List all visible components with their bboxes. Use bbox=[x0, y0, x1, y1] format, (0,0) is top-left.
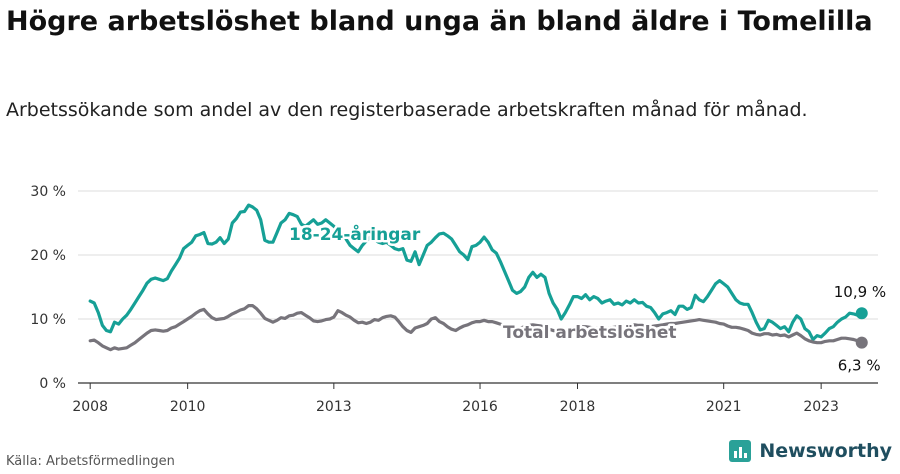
x-tick-label: 2023 bbox=[803, 399, 839, 415]
series-line-youth bbox=[88, 203, 864, 342]
x-tick-label: 2016 bbox=[462, 399, 498, 415]
x-tick-label: 2010 bbox=[170, 399, 206, 415]
y-tick-label: 0 % bbox=[39, 376, 66, 392]
end-label-youth-halo: 10,9 % bbox=[834, 283, 886, 301]
series-label-total-halo: Total arbetslöshet bbox=[503, 323, 677, 343]
brand-name: Newsworthy bbox=[759, 440, 892, 462]
chart-subtitle: Arbetssökande som andel av den registerb… bbox=[6, 99, 808, 121]
y-tick-label: 10 % bbox=[30, 312, 66, 328]
end-point-youth bbox=[855, 307, 868, 320]
series-lines bbox=[88, 203, 868, 352]
chart-title: Högre arbetslöshet bland unga än bland ä… bbox=[6, 6, 873, 37]
x-tick-label: 2018 bbox=[560, 399, 596, 415]
brand[interactable]: Newsworthy bbox=[729, 440, 892, 462]
x-tick-label: 2021 bbox=[706, 399, 742, 415]
end-label-total-halo: 6,3 % bbox=[838, 357, 881, 375]
x-tick-label: 2013 bbox=[316, 399, 352, 415]
axes: 0 % 10 % 20 % 30 % 2008 2010 2013 2016 2018 2021 2… bbox=[30, 184, 878, 415]
source-note: Källa: Arbetsförmedlingen bbox=[6, 454, 175, 469]
series-line-total bbox=[88, 304, 864, 352]
newsworthy-logo-icon bbox=[729, 440, 752, 462]
series-label-total: Total arbetslöshet bbox=[503, 323, 677, 343]
series-label-youth: 18-24-åringar bbox=[289, 223, 421, 245]
series-label-youth-halo: 18-24-åringar bbox=[289, 223, 421, 245]
y-tick-label: 30 % bbox=[30, 184, 66, 200]
y-tick-label: 20 % bbox=[30, 248, 66, 264]
end-label-total: 6,3 % bbox=[838, 357, 881, 375]
gridlines bbox=[78, 190, 878, 384]
x-tick-label: 2008 bbox=[72, 399, 108, 415]
end-point-total bbox=[855, 336, 868, 349]
end-label-youth: 10,9 % bbox=[834, 283, 886, 301]
